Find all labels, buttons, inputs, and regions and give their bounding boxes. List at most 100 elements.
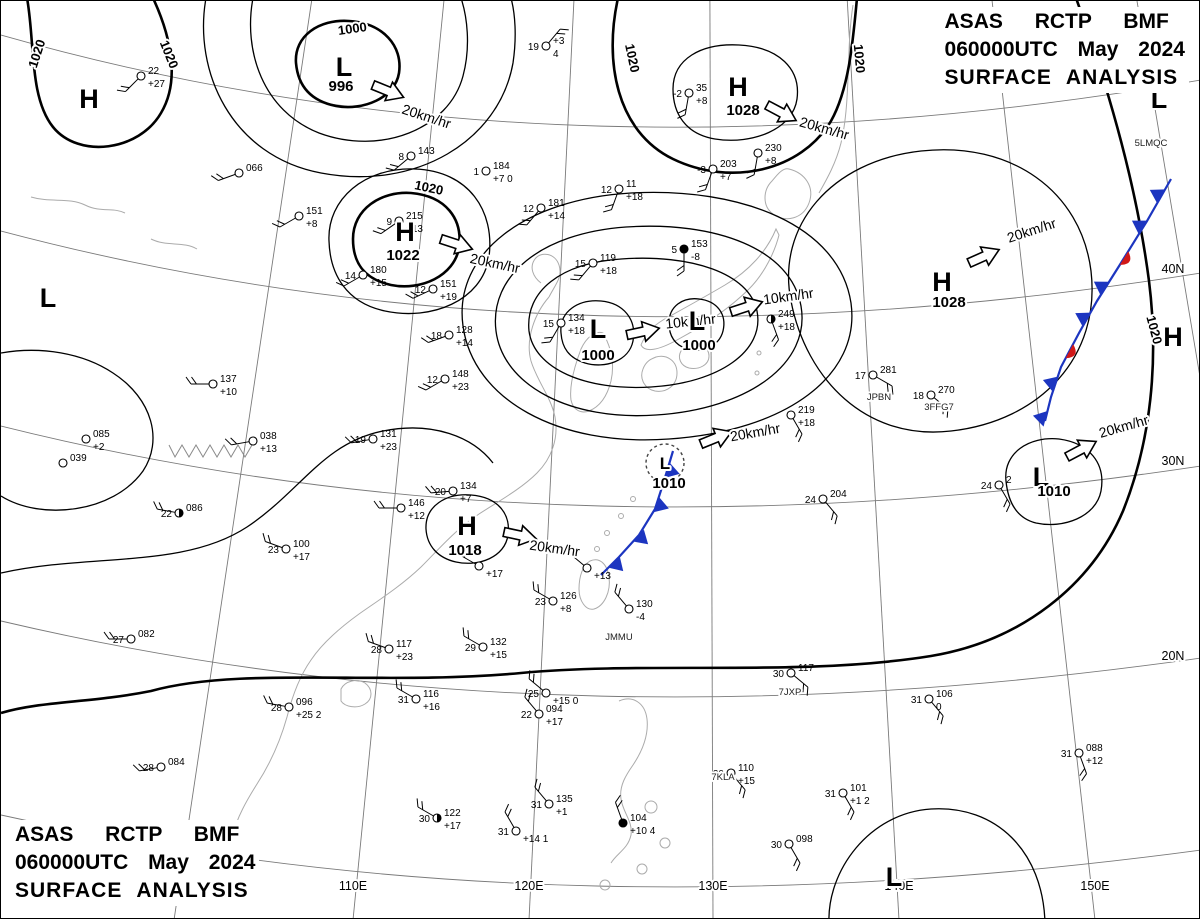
wind-barb-feather — [931, 701, 944, 717]
longitude-label: 140E — [884, 879, 913, 893]
station-circle-icon — [544, 799, 554, 809]
station-pressure: 132 — [490, 637, 507, 648]
wind-barb-feather — [678, 108, 687, 114]
wind-barb-feather — [533, 589, 550, 600]
station-pressure: 35 — [696, 83, 708, 94]
station-pressure: 086 — [186, 503, 203, 514]
wind-barb-feather — [504, 811, 515, 828]
station-temp: 30 — [713, 769, 725, 780]
wind-barb-icon — [614, 583, 627, 607]
station-circle-icon — [368, 434, 378, 444]
station-id: JPBN — [867, 392, 891, 403]
wind-barb-feather — [549, 326, 560, 343]
wind-barb-feather — [365, 633, 369, 642]
wind-barb-feather — [431, 490, 450, 494]
wind-barb-icon — [844, 796, 855, 821]
station-aux: +17 — [546, 717, 563, 728]
station-circle-icon — [448, 486, 458, 496]
station-aux: +23 — [396, 652, 413, 663]
station-aux: +8 — [306, 219, 318, 230]
station-aux: +27 — [148, 79, 165, 90]
station-id: 7JXP — [779, 687, 802, 698]
wind-barb-feather — [425, 380, 442, 391]
wind-barb-icon — [771, 322, 779, 348]
pressure-center-h: H — [457, 511, 477, 541]
station-temp: 31 — [531, 800, 543, 811]
station-aux: +23 — [452, 382, 469, 393]
station-temp: 12 — [523, 204, 535, 215]
station-circle-icon — [474, 561, 484, 571]
wind-barb-icon — [335, 276, 360, 287]
wind-barb-feather — [265, 541, 283, 549]
title-block-top: ASAS RCTP BMF 060000UTC May 2024 SURFACE… — [940, 7, 1189, 93]
movement-speed-label: 20km/hr — [729, 420, 782, 445]
wind-barb-feather — [267, 702, 286, 707]
movement-speed-label: 20km/hr — [469, 250, 522, 276]
wind-barb-icon — [825, 501, 838, 525]
station-temp: 1 — [473, 167, 479, 178]
station-circle-icon — [444, 330, 454, 340]
wind-barb-feather — [615, 794, 621, 803]
station-pressure: 230 — [765, 143, 782, 154]
movement-speed-label: 10km/hr — [762, 285, 815, 308]
wind-barb-feather — [1000, 488, 1011, 505]
station-pressure: 117 — [396, 639, 412, 650]
station-circle-icon — [394, 216, 404, 226]
wind-barb-feather — [1081, 773, 1087, 782]
wind-barb-feather — [705, 172, 713, 190]
station-circle-icon — [156, 762, 166, 772]
station-pressure: 153 — [691, 239, 708, 250]
station-circle-icon — [406, 151, 416, 161]
wind-barb-feather — [116, 89, 126, 93]
wind-barb-feather — [806, 687, 809, 696]
station-circle-half-fill — [771, 315, 775, 323]
wind-barb-feather — [569, 553, 585, 566]
pressure-center-value: 1018 — [448, 542, 481, 559]
wind-barb-feather — [548, 28, 561, 44]
wind-barb-icon — [518, 210, 539, 226]
movement-arrow-icon — [370, 79, 405, 102]
wind-barb-feather — [825, 501, 838, 517]
station-circle-icon — [786, 668, 796, 678]
station-aux: +23 — [380, 442, 397, 453]
wind-barb-feather — [524, 688, 528, 698]
station-pressure: 122 — [444, 808, 461, 819]
station-pressure: 084 — [168, 757, 185, 768]
station-aux: +13 — [406, 224, 423, 235]
station-temp: 28 — [271, 703, 283, 714]
wind-barb-icon — [420, 335, 446, 343]
station-circle-icon — [556, 318, 566, 328]
wind-barb-feather — [421, 801, 424, 810]
wind-barb-feather — [573, 548, 576, 558]
wind-barb-feather — [849, 811, 855, 821]
wind-barb-feather — [528, 678, 544, 691]
movement-arrow-icon — [698, 427, 733, 450]
station-temp: 12 — [427, 375, 439, 386]
station-pressure: 148 — [452, 369, 469, 380]
station-aux: +12 — [408, 511, 425, 522]
pressure-center-value: 996 — [328, 78, 353, 95]
wind-barb-feather — [335, 281, 345, 287]
isobars — [1, 1, 1155, 918]
wind-barb-icon — [116, 78, 139, 93]
station-aux: +15 — [490, 650, 507, 661]
station-temp: 25 — [528, 689, 540, 700]
station-pressure: 135 — [556, 794, 573, 805]
wind-barb-icon — [931, 701, 944, 725]
wind-barb-feather — [771, 322, 779, 340]
station-aux: -4 — [636, 612, 645, 623]
station-temp: 23 — [535, 597, 547, 608]
station-circle-icon — [248, 436, 258, 446]
wind-barb-feather — [276, 220, 285, 225]
station-pressure: 137 — [220, 374, 237, 385]
longitude-label: 120E — [514, 879, 543, 893]
wind-barb-feather — [793, 675, 809, 688]
station-aux: +7 0 — [493, 174, 513, 185]
wind-barb-feather — [527, 692, 532, 702]
station-temp: 22 — [521, 710, 533, 721]
wind-barb-feather — [541, 341, 551, 344]
wind-barb-feather — [524, 696, 537, 712]
station-aux: +1 2 — [850, 796, 870, 807]
